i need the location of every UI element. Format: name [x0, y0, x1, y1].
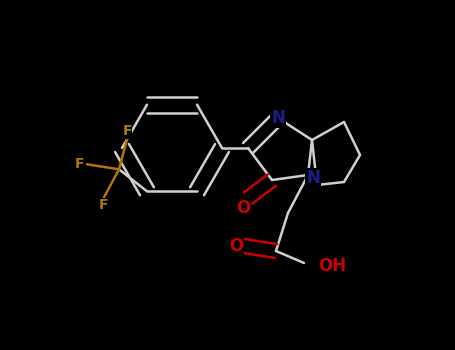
Text: O: O [236, 199, 250, 217]
Text: F: F [122, 124, 132, 138]
Text: O: O [229, 237, 243, 255]
Text: OH: OH [318, 257, 346, 275]
Text: F: F [99, 198, 109, 212]
Text: N: N [306, 169, 320, 187]
Text: N: N [271, 109, 285, 127]
Text: F: F [74, 157, 84, 171]
